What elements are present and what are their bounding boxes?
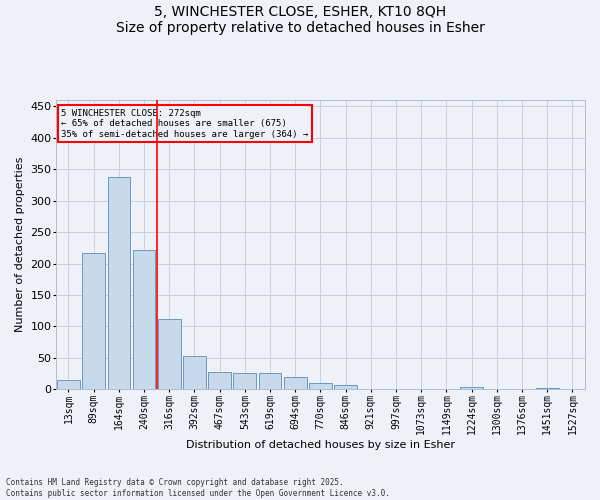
Bar — [158, 319, 181, 389]
Bar — [57, 380, 80, 389]
Bar — [82, 254, 105, 389]
Bar — [309, 383, 332, 389]
Y-axis label: Number of detached properties: Number of detached properties — [15, 157, 25, 332]
Bar — [133, 250, 155, 389]
Bar — [259, 374, 281, 389]
Bar — [536, 388, 559, 389]
Bar — [183, 356, 206, 389]
Bar — [460, 386, 483, 389]
X-axis label: Distribution of detached houses by size in Esher: Distribution of detached houses by size … — [186, 440, 455, 450]
Bar — [208, 372, 231, 389]
Bar — [334, 386, 357, 389]
Text: 5, WINCHESTER CLOSE, ESHER, KT10 8QH
Size of property relative to detached house: 5, WINCHESTER CLOSE, ESHER, KT10 8QH Siz… — [116, 5, 484, 35]
Bar — [233, 373, 256, 389]
Bar — [284, 377, 307, 389]
Bar — [107, 177, 130, 389]
Text: Contains HM Land Registry data © Crown copyright and database right 2025.
Contai: Contains HM Land Registry data © Crown c… — [6, 478, 390, 498]
Text: 5 WINCHESTER CLOSE: 272sqm
← 65% of detached houses are smaller (675)
35% of sem: 5 WINCHESTER CLOSE: 272sqm ← 65% of deta… — [61, 109, 308, 138]
